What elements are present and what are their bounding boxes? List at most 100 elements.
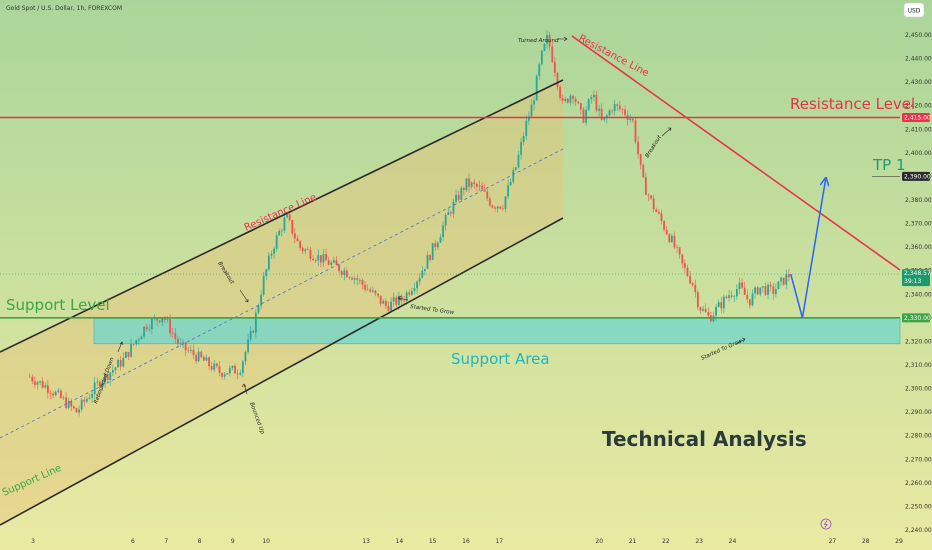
candle-body (647, 194, 650, 196)
candle-body (769, 284, 772, 287)
channel-lower-line[interactable] (0, 217, 564, 526)
candle-body (28, 376, 31, 378)
currency-button[interactable]: USD (908, 8, 921, 15)
candle-body (275, 235, 278, 249)
candle-body (707, 312, 710, 316)
candle-body (171, 333, 174, 334)
current-price-tag[interactable]: 2,348.57 39:13 (902, 269, 931, 287)
price-tick-label: 2,450.00 (905, 32, 932, 39)
candle-body (439, 237, 442, 243)
candle-body (33, 381, 36, 385)
candle-body (522, 135, 525, 142)
candle-body (215, 363, 218, 367)
candle-body (442, 225, 444, 238)
channel-breakout-arrow-icon (239, 289, 249, 303)
candle-body (735, 289, 738, 297)
resistance-level-label: Resistance Level (790, 95, 915, 113)
candle-body (725, 296, 728, 298)
candle-body (629, 118, 632, 120)
channel-started-to-grow-arrow-icon (397, 295, 409, 301)
candle-body (231, 365, 234, 369)
candle-body (525, 120, 528, 136)
price-tick-label: 2,410.00 (905, 126, 932, 133)
candle-body (31, 376, 34, 382)
time-axis[interactable]: 3 6 7 8 9 10 13 14 15 16 17 20 21 22 23 24 27 28 29 (31, 538, 903, 545)
candle-body (288, 214, 291, 221)
candle-body (205, 357, 208, 361)
price-tick-label: 2,370.00 (905, 221, 932, 228)
candle-body (208, 357, 210, 366)
price-tick-label: 2,420.00 (905, 103, 932, 110)
candle-body (252, 330, 255, 333)
time-tick-label: 24 (729, 538, 737, 545)
candle-body (746, 294, 749, 300)
candle-body (569, 95, 572, 103)
candle-body (527, 116, 530, 121)
candle-body (618, 105, 621, 110)
candle-body (657, 211, 660, 214)
candle-body (717, 302, 720, 307)
channel-upper-line[interactable] (0, 79, 564, 353)
candle-body (65, 397, 67, 409)
descending-resistance-line[interactable] (571, 35, 901, 271)
candle-body (364, 284, 366, 290)
candle-body (88, 397, 91, 399)
support-area-label: Support Area (451, 350, 550, 368)
candle-body (140, 336, 143, 340)
support-price-tag[interactable]: 2,330.00 (902, 313, 931, 323)
currency-button-box[interactable] (903, 2, 925, 18)
candle-body (548, 34, 551, 47)
tp1-price-tag[interactable]: 2,390.00 (902, 171, 931, 181)
resistance-price-tag[interactable]: 2,415.00 (902, 113, 931, 122)
candle-body (577, 101, 580, 104)
candle-body (499, 206, 502, 209)
candle-body (267, 255, 270, 270)
candle-body (280, 230, 283, 232)
candle-body (197, 351, 200, 362)
candle-body (673, 235, 676, 248)
candle-body (782, 277, 785, 285)
candle-body (624, 109, 626, 116)
candle-body (137, 339, 140, 341)
candle-body (312, 258, 314, 261)
time-tick-label: 29 (895, 538, 903, 545)
candle-body (293, 233, 296, 239)
candle-body (546, 34, 548, 44)
candle-body (774, 289, 777, 294)
candle-body (444, 214, 447, 226)
candle-body (582, 109, 585, 123)
candle-body (520, 141, 522, 155)
candle-body (254, 312, 257, 333)
candle-body (553, 61, 556, 73)
support-area-box[interactable] (93, 317, 901, 345)
candle-body (101, 382, 104, 387)
time-tick-label: 22 (662, 538, 670, 545)
candle-body (426, 255, 429, 269)
candle-body (106, 373, 109, 380)
price-tick-label: 2,340.00 (905, 291, 932, 298)
candle-body (169, 319, 171, 334)
candle-body (543, 43, 546, 51)
candle-body (683, 263, 686, 268)
current-price-tag-text: 2,348.57 (904, 270, 931, 277)
time-tick-label: 10 (262, 538, 270, 545)
event-icon[interactable] (820, 518, 832, 530)
candle-body (751, 293, 754, 306)
candle-body (67, 400, 70, 409)
candle-body (405, 292, 408, 301)
price-tick-label: 2,440.00 (905, 56, 932, 63)
candle-body (130, 344, 132, 357)
price-tick-label: 2,260.00 (905, 480, 932, 487)
candle-body (460, 188, 463, 200)
candle-body (488, 198, 491, 206)
candle-body (148, 329, 151, 330)
price-tick-label: 2,310.00 (905, 362, 932, 369)
candle-body (135, 340, 138, 345)
candle-body (327, 260, 330, 265)
candle-body (351, 277, 353, 280)
projection-arrow[interactable] (790, 179, 826, 319)
candle-body (535, 75, 538, 101)
candle-body (166, 319, 169, 320)
candle-body (564, 98, 567, 101)
